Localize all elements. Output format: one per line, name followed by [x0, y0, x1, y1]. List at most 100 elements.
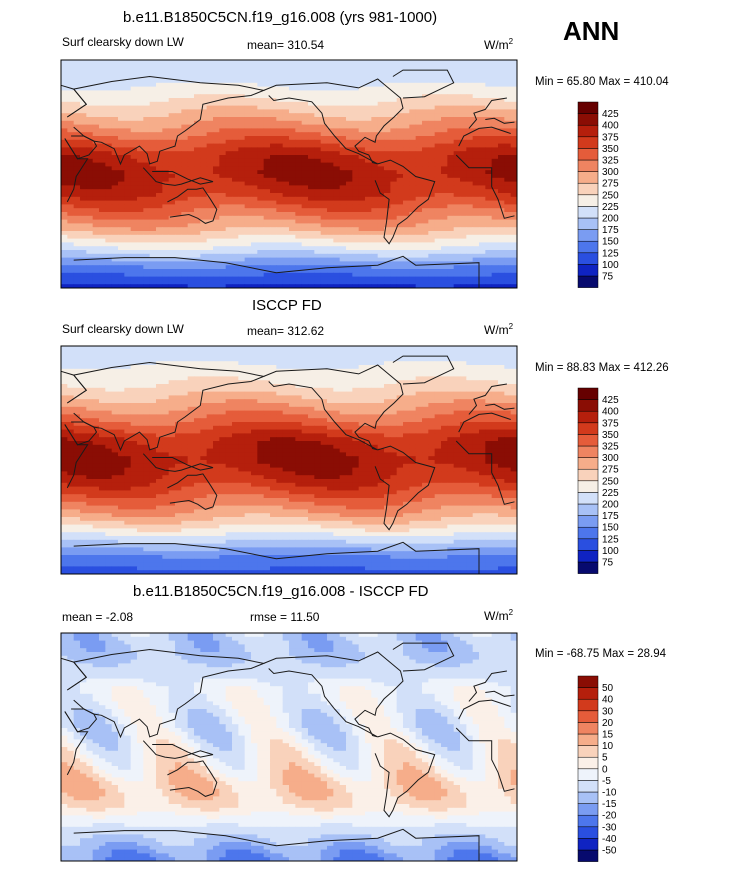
map-cell — [282, 357, 290, 362]
map-cell — [162, 219, 170, 224]
map-cell — [238, 143, 246, 148]
map-cell — [219, 246, 227, 251]
map-cell — [403, 246, 410, 251]
map-cell — [149, 253, 157, 258]
map-cell — [308, 143, 315, 148]
map-cell — [111, 257, 119, 262]
map-cell — [415, 120, 423, 125]
map-cell — [371, 177, 379, 182]
map-cell — [320, 166, 328, 171]
map-cell — [263, 109, 271, 114]
map-cell — [314, 177, 322, 182]
map-cell — [485, 143, 493, 148]
map-cell — [111, 368, 119, 373]
map-cell — [200, 147, 208, 152]
map-cell — [137, 346, 144, 351]
map-cell — [289, 276, 296, 281]
map-cell — [219, 357, 227, 362]
map-cell — [263, 170, 271, 175]
map-cell — [428, 234, 436, 239]
map-cell — [504, 284, 512, 289]
map-cell — [377, 250, 385, 255]
map-cell — [257, 181, 265, 186]
map-cell — [434, 109, 442, 114]
map-cell — [232, 67, 239, 72]
map-cell — [384, 200, 391, 205]
map-cell — [365, 136, 372, 141]
map-cell — [479, 94, 486, 99]
map-cell — [244, 269, 252, 274]
map-cell — [206, 284, 214, 289]
map-cell — [479, 109, 486, 114]
map-cell — [491, 120, 499, 125]
map-cell — [270, 357, 277, 362]
map-cell — [143, 261, 151, 266]
map-cell — [491, 349, 499, 354]
map-cell — [479, 63, 486, 68]
map-cell — [301, 113, 309, 118]
map-cell — [92, 67, 100, 72]
map-cell — [143, 166, 151, 171]
map-cell — [498, 75, 505, 80]
map-cell — [301, 257, 309, 262]
map-cell — [314, 204, 322, 209]
map-cell — [80, 227, 87, 232]
map-cell — [232, 376, 239, 381]
map-cell — [168, 276, 176, 281]
map-cell — [238, 86, 246, 91]
map-cell — [257, 151, 265, 156]
map-cell — [453, 86, 461, 91]
map-cell — [498, 143, 505, 148]
map-cell — [441, 170, 448, 175]
map-cell — [320, 265, 328, 270]
map-cell — [162, 261, 170, 266]
map-cell — [282, 67, 290, 72]
map-cell — [200, 361, 208, 366]
map-cell — [175, 349, 182, 354]
map-cell — [365, 174, 372, 179]
map-cell — [447, 353, 455, 358]
map-cell — [149, 185, 157, 190]
map-cell — [396, 357, 404, 362]
map-cell — [137, 143, 144, 148]
map-cell — [479, 261, 486, 266]
map-cell — [143, 349, 151, 354]
map-cell — [301, 196, 309, 201]
map-cell — [510, 272, 518, 277]
map-cell — [428, 63, 436, 68]
map-cell — [124, 79, 132, 84]
map-cell — [346, 284, 353, 289]
map-cell — [282, 136, 290, 141]
map-cell — [238, 120, 246, 125]
map-cell — [105, 79, 113, 84]
map-cell — [320, 98, 328, 103]
map-cell — [200, 231, 208, 236]
map-cell — [390, 234, 398, 239]
map-cell — [194, 212, 201, 217]
map-cell — [149, 136, 157, 141]
map-cell — [358, 147, 366, 152]
map-cell — [453, 204, 461, 209]
map-cell — [428, 204, 436, 209]
map-cell — [485, 261, 493, 266]
map-cell — [276, 204, 284, 209]
map-cell — [365, 166, 372, 171]
map-cell — [301, 60, 309, 65]
map-cell — [225, 90, 233, 95]
map-cell — [276, 242, 284, 247]
map-cell — [314, 75, 322, 80]
map-cell — [333, 196, 341, 201]
map-cell — [181, 155, 189, 160]
map-cell — [371, 166, 379, 171]
map-cell — [181, 109, 189, 114]
map-cell — [295, 117, 303, 122]
map-cell — [415, 246, 423, 251]
map-cell — [213, 120, 220, 125]
map-cell — [295, 86, 303, 91]
map-cell — [434, 246, 442, 251]
map-cell — [314, 117, 322, 122]
map-cell — [168, 365, 176, 370]
map-cell — [466, 101, 474, 106]
map-cell — [460, 200, 467, 205]
map-cell — [263, 113, 271, 118]
